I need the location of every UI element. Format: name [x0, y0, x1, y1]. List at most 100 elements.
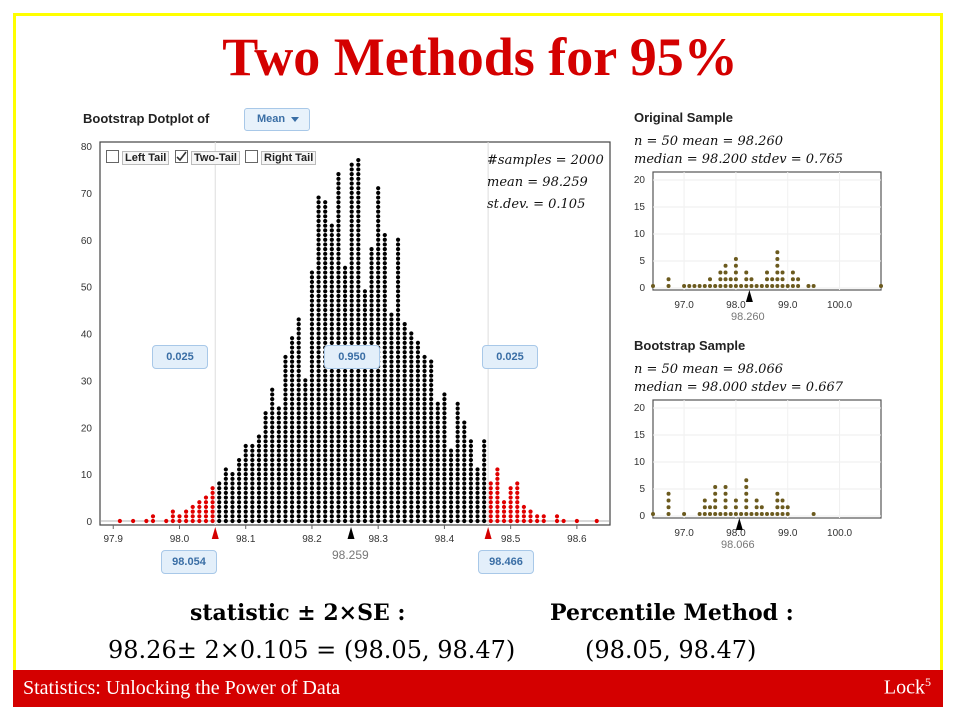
dot: [223, 467, 228, 472]
dot: [356, 303, 361, 308]
dot: [263, 425, 268, 430]
dot: [329, 232, 334, 238]
dot: [309, 317, 315, 322]
dot: [389, 457, 394, 463]
dot: [395, 406, 401, 411]
dot: [462, 486, 467, 491]
dot: [376, 232, 381, 238]
right-tail-box[interactable]: [245, 150, 258, 163]
bootstrap-dot: [651, 512, 655, 516]
dot: [323, 340, 328, 345]
dot: [402, 397, 407, 402]
dot: [356, 504, 361, 510]
dot: [395, 397, 401, 402]
left-tail-checkbox[interactable]: Left Tail: [106, 150, 170, 166]
dot: [236, 514, 242, 519]
dot: [402, 345, 407, 350]
dot: [389, 518, 394, 524]
dot: [429, 462, 434, 467]
dot: [435, 443, 440, 449]
dot: [316, 312, 321, 317]
dot: [349, 425, 354, 430]
dot: [230, 486, 235, 491]
dot: [448, 486, 454, 491]
statistic-dropdown[interactable]: Mean: [244, 108, 310, 131]
dot: [409, 359, 414, 364]
dot: [402, 392, 407, 397]
dot: [283, 434, 288, 439]
dot: [415, 382, 421, 388]
dot: [376, 382, 381, 388]
dot: [329, 261, 334, 266]
bootstrap-dot: [759, 505, 764, 510]
dot: [376, 420, 381, 425]
dot: [356, 331, 361, 336]
lower-bound-box[interactable]: 98.054: [161, 550, 217, 574]
dot: [236, 457, 242, 463]
dot: [289, 495, 295, 500]
dot: [323, 490, 328, 495]
dot: [369, 303, 374, 308]
dot: [395, 411, 401, 416]
dot: [468, 448, 474, 453]
right-tail-checkbox[interactable]: Right Tail: [245, 150, 317, 166]
dot: [382, 500, 387, 505]
dot: [369, 448, 374, 453]
percentile-method-formula: (98.05, 98.47): [585, 636, 757, 664]
dot: [329, 509, 334, 514]
right-tail-proportion[interactable]: 0.025: [482, 345, 538, 369]
dot: [429, 495, 434, 500]
dot: [442, 462, 447, 467]
dot: [376, 443, 381, 449]
dot: [356, 462, 361, 467]
dot: [349, 462, 354, 467]
dot: [448, 481, 454, 486]
two-tail-checkbox[interactable]: Two-Tail: [175, 150, 240, 166]
dot: [303, 481, 308, 486]
left-tail-box[interactable]: [106, 150, 119, 163]
middle-proportion[interactable]: 0.950: [324, 345, 380, 369]
dot: [349, 247, 354, 252]
dot: [429, 387, 434, 392]
dot: [316, 317, 321, 322]
bootstrap-dot: [744, 485, 749, 489]
dot: [442, 467, 447, 472]
dot: [356, 401, 361, 406]
original-dot: [811, 284, 816, 288]
dot: [376, 223, 381, 228]
upper-bound-box[interactable]: 98.466: [478, 550, 534, 574]
left-tail-proportion[interactable]: 0.025: [152, 345, 208, 369]
dot: [283, 429, 288, 435]
dot: [369, 397, 374, 402]
dot: [409, 387, 414, 392]
dot: [323, 514, 328, 519]
dot: [362, 467, 368, 472]
dot: [289, 514, 295, 519]
dot: [276, 500, 281, 505]
dot: [362, 476, 368, 481]
dot: [349, 392, 354, 397]
dot: [230, 481, 235, 486]
dot: [283, 439, 288, 444]
original-y-tick: 15: [634, 202, 646, 213]
dot: [336, 176, 341, 181]
dot: [369, 415, 374, 420]
dot: [342, 392, 348, 397]
dot: [303, 472, 308, 477]
dot: [376, 401, 381, 406]
two-tail-box[interactable]: [175, 150, 188, 163]
dot: [376, 425, 381, 430]
dot: [362, 453, 368, 458]
dot: [342, 439, 348, 444]
dot: [276, 453, 281, 458]
dot: [528, 509, 533, 514]
dot: [395, 289, 401, 294]
dot: [303, 411, 308, 416]
dot: [369, 270, 374, 275]
original-sample-title: Original Sample: [634, 110, 733, 125]
dot: [323, 214, 328, 219]
dot: [336, 378, 341, 383]
dot: [435, 462, 440, 467]
dot: [402, 364, 407, 369]
dot: [422, 434, 427, 439]
